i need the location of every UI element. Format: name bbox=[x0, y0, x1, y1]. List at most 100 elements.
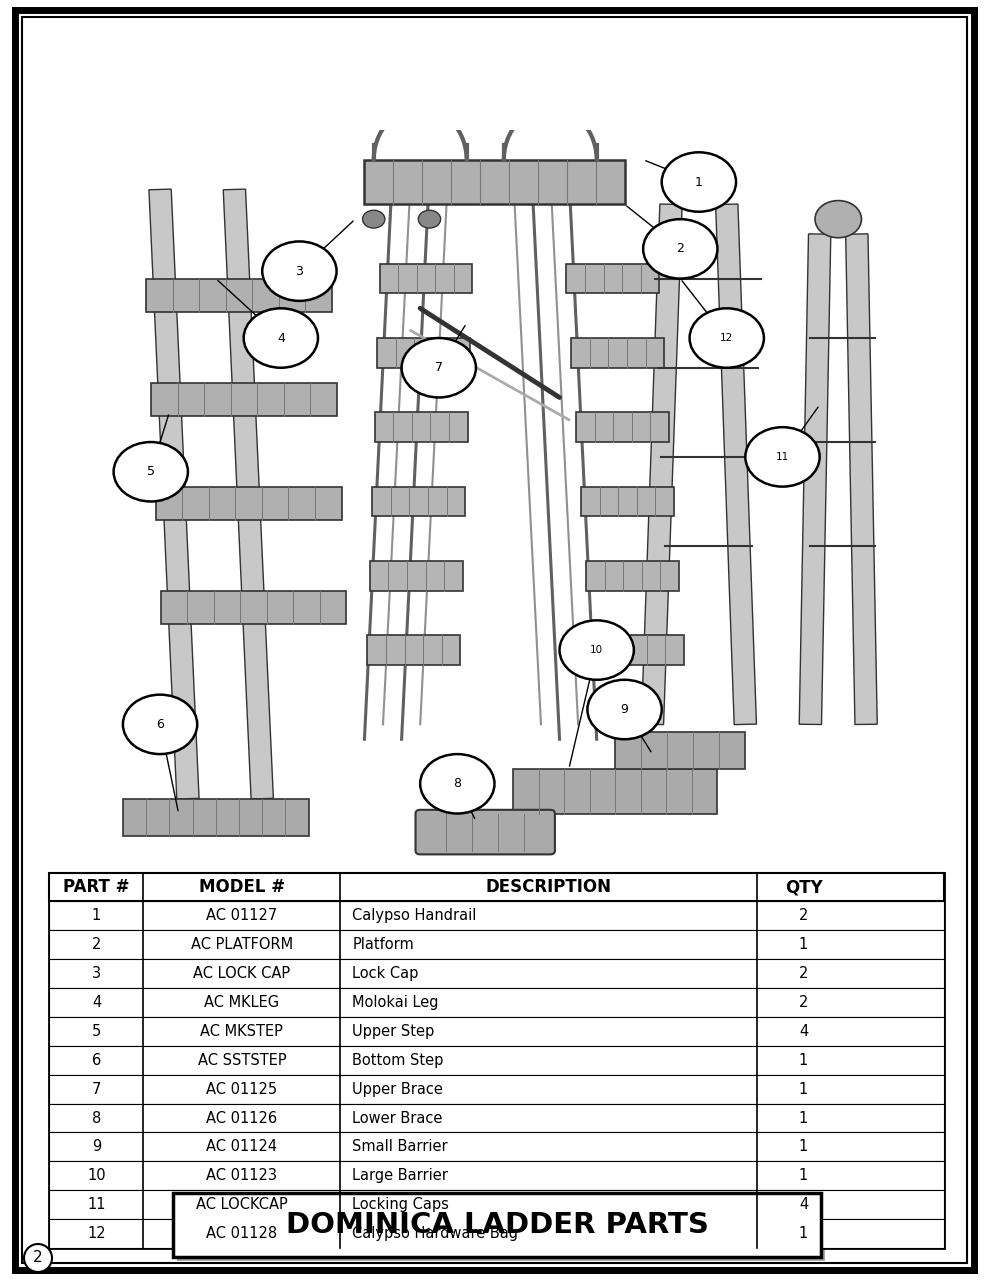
FancyBboxPatch shape bbox=[615, 732, 746, 769]
Circle shape bbox=[643, 219, 717, 279]
FancyBboxPatch shape bbox=[375, 412, 468, 442]
Text: 4: 4 bbox=[799, 1024, 808, 1039]
FancyBboxPatch shape bbox=[146, 279, 332, 312]
Text: 2: 2 bbox=[799, 909, 808, 923]
Circle shape bbox=[746, 428, 820, 486]
Text: AC 01123: AC 01123 bbox=[207, 1169, 277, 1183]
FancyBboxPatch shape bbox=[377, 338, 470, 367]
Bar bbox=[49, 1103, 944, 1133]
Text: 2: 2 bbox=[676, 242, 684, 256]
Text: AC LOCKCAP: AC LOCKCAP bbox=[196, 1197, 288, 1212]
Circle shape bbox=[815, 201, 861, 238]
Bar bbox=[49, 931, 944, 959]
Text: 11: 11 bbox=[87, 1197, 106, 1212]
FancyBboxPatch shape bbox=[123, 799, 309, 836]
FancyBboxPatch shape bbox=[370, 561, 463, 590]
Text: 4: 4 bbox=[277, 332, 285, 344]
Text: 12: 12 bbox=[720, 333, 734, 343]
Text: AC LOCK CAP: AC LOCK CAP bbox=[193, 966, 291, 980]
Text: 2: 2 bbox=[34, 1251, 43, 1266]
Text: 10: 10 bbox=[590, 645, 603, 655]
Circle shape bbox=[420, 754, 494, 814]
FancyBboxPatch shape bbox=[415, 810, 555, 854]
FancyBboxPatch shape bbox=[380, 264, 473, 293]
FancyBboxPatch shape bbox=[572, 338, 665, 367]
Text: 1: 1 bbox=[799, 1082, 808, 1097]
Text: Lower Brace: Lower Brace bbox=[352, 1111, 443, 1125]
Circle shape bbox=[418, 210, 441, 228]
Text: 7: 7 bbox=[435, 361, 443, 374]
Text: 6: 6 bbox=[92, 1052, 101, 1068]
Text: Calypso Handrail: Calypso Handrail bbox=[352, 909, 477, 923]
Bar bbox=[49, 1190, 944, 1219]
Text: 9: 9 bbox=[92, 1139, 101, 1155]
Text: 1: 1 bbox=[799, 1052, 808, 1068]
Text: 4: 4 bbox=[799, 1197, 808, 1212]
Text: DOMINICA LADDER PARTS: DOMINICA LADDER PARTS bbox=[286, 1211, 708, 1239]
Text: 9: 9 bbox=[621, 703, 628, 716]
FancyBboxPatch shape bbox=[160, 590, 346, 625]
Polygon shape bbox=[716, 204, 757, 724]
Text: AC MKSTEP: AC MKSTEP bbox=[201, 1024, 283, 1039]
Text: 11: 11 bbox=[775, 452, 789, 462]
Text: 10: 10 bbox=[87, 1169, 106, 1183]
Text: AC 01124: AC 01124 bbox=[207, 1139, 278, 1155]
Text: Calypso Hardware Bag: Calypso Hardware Bag bbox=[352, 1226, 518, 1242]
Bar bbox=[49, 1016, 944, 1046]
Bar bbox=[49, 988, 944, 1016]
Text: 1: 1 bbox=[92, 909, 101, 923]
FancyBboxPatch shape bbox=[513, 769, 717, 814]
Circle shape bbox=[24, 1244, 52, 1272]
FancyBboxPatch shape bbox=[367, 635, 460, 664]
Text: 5: 5 bbox=[146, 465, 154, 479]
Text: 3: 3 bbox=[296, 265, 304, 278]
Text: AC MKLEG: AC MKLEG bbox=[205, 995, 280, 1010]
FancyBboxPatch shape bbox=[372, 486, 465, 516]
Text: 3: 3 bbox=[92, 966, 101, 980]
Text: QTY: QTY bbox=[784, 878, 823, 896]
Bar bbox=[49, 873, 944, 1248]
Text: Locking Caps: Locking Caps bbox=[352, 1197, 449, 1212]
Polygon shape bbox=[799, 234, 831, 724]
FancyBboxPatch shape bbox=[364, 160, 625, 205]
Text: MODEL #: MODEL # bbox=[199, 878, 285, 896]
Text: AC PLATFORM: AC PLATFORM bbox=[191, 937, 293, 952]
Text: 1: 1 bbox=[799, 937, 808, 952]
Text: 8: 8 bbox=[453, 777, 461, 790]
Polygon shape bbox=[224, 189, 273, 799]
Text: 1: 1 bbox=[799, 1111, 808, 1125]
Text: 2: 2 bbox=[799, 966, 808, 980]
Text: Platform: Platform bbox=[352, 937, 414, 952]
Circle shape bbox=[363, 210, 385, 228]
Circle shape bbox=[262, 242, 336, 301]
Circle shape bbox=[402, 338, 476, 398]
Text: AC 01125: AC 01125 bbox=[207, 1082, 278, 1097]
Circle shape bbox=[689, 308, 764, 367]
Circle shape bbox=[560, 621, 634, 680]
FancyBboxPatch shape bbox=[151, 383, 337, 416]
Text: 2: 2 bbox=[92, 937, 101, 952]
Text: Lock Cap: Lock Cap bbox=[352, 966, 418, 980]
Text: 1: 1 bbox=[799, 1226, 808, 1242]
Bar bbox=[49, 1075, 944, 1103]
FancyBboxPatch shape bbox=[567, 264, 660, 293]
Bar bbox=[49, 1219, 944, 1248]
Text: AC SSTSTEP: AC SSTSTEP bbox=[198, 1052, 286, 1068]
Bar bbox=[49, 1133, 944, 1161]
Text: Molokai Leg: Molokai Leg bbox=[352, 995, 439, 1010]
Polygon shape bbox=[149, 189, 199, 799]
Text: Small Barrier: Small Barrier bbox=[352, 1139, 448, 1155]
Polygon shape bbox=[641, 204, 682, 724]
Circle shape bbox=[587, 680, 662, 740]
FancyBboxPatch shape bbox=[155, 486, 341, 520]
Circle shape bbox=[123, 695, 197, 754]
Text: 6: 6 bbox=[156, 718, 164, 731]
Text: AC 01128: AC 01128 bbox=[207, 1226, 278, 1242]
Text: Bottom Step: Bottom Step bbox=[352, 1052, 444, 1068]
Bar bbox=[49, 1161, 944, 1190]
Circle shape bbox=[662, 152, 736, 211]
Circle shape bbox=[114, 442, 188, 502]
Polygon shape bbox=[846, 234, 877, 724]
Text: 1: 1 bbox=[799, 1169, 808, 1183]
Text: 8: 8 bbox=[92, 1111, 101, 1125]
